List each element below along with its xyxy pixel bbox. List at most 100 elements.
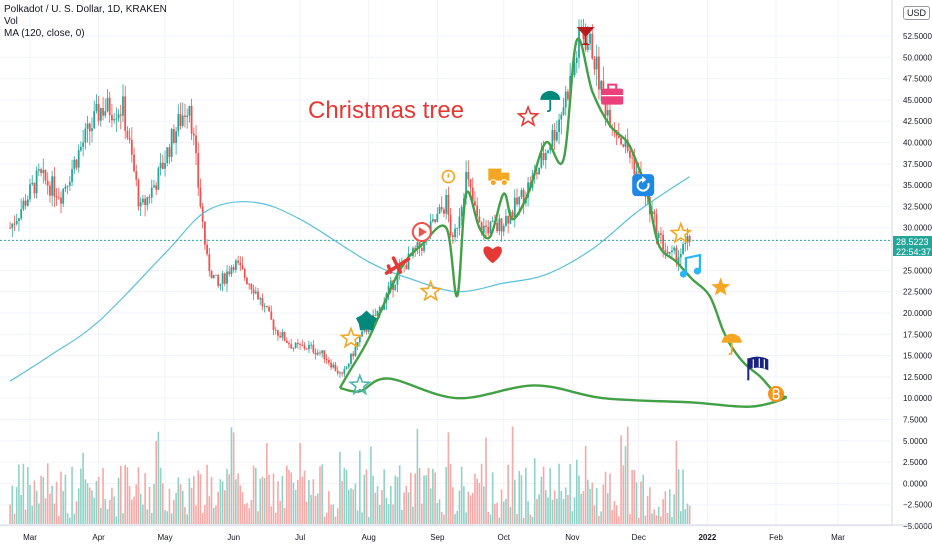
volume-bar — [82, 452, 84, 524]
candle-body — [146, 197, 149, 206]
volume-bar — [64, 474, 67, 524]
candle-body — [624, 139, 627, 147]
volume-bar — [135, 484, 138, 524]
candle-body — [148, 197, 151, 198]
volume-bar — [224, 490, 226, 524]
candle-body — [339, 372, 341, 374]
candle-body — [102, 108, 104, 116]
volume-bar — [438, 499, 441, 524]
candle-body — [511, 211, 514, 218]
volume-bar — [465, 512, 467, 524]
volume-bar — [69, 517, 71, 524]
candle-body — [635, 171, 638, 175]
volume-bar — [425, 475, 428, 524]
volume-bar — [496, 502, 498, 524]
price-tick-label: 35.0000 — [903, 181, 932, 190]
volume-bar — [396, 476, 399, 524]
volume-bar — [675, 440, 678, 524]
volume-bar — [328, 491, 330, 524]
candle-body — [119, 114, 122, 116]
volume-bar — [516, 513, 518, 524]
candle-body — [161, 162, 164, 169]
price-tick-label: −5.0000 — [903, 522, 932, 531]
volume-bar — [445, 466, 447, 524]
volume-bar — [257, 511, 259, 524]
candle-body — [513, 197, 516, 218]
volume-bar — [434, 472, 436, 524]
volume-bar — [201, 512, 204, 524]
candle-body — [319, 352, 321, 354]
moving-average-line — [9, 176, 691, 382]
candle-body — [22, 200, 25, 210]
candle-body — [29, 184, 31, 200]
volume-bar — [514, 479, 516, 524]
volume-bar — [336, 508, 339, 524]
candle-body — [673, 247, 676, 251]
volume-bar — [206, 464, 208, 524]
price-tick-label: 25.0000 — [903, 266, 932, 275]
candle-body — [476, 205, 479, 217]
volume-bar — [666, 513, 669, 524]
volume-bar — [325, 512, 328, 524]
volume-bar — [100, 507, 102, 524]
candle-body — [595, 56, 598, 70]
volume-bar — [440, 512, 443, 524]
volume-bar — [626, 426, 629, 524]
volume-bar — [88, 487, 91, 524]
volume-bar — [359, 450, 361, 524]
volume-bar — [394, 475, 397, 524]
volume-bar — [263, 478, 266, 524]
time-tick-label: Apr — [92, 533, 105, 542]
candle-body — [283, 332, 286, 341]
volume-bar — [640, 481, 642, 524]
volume-bar — [343, 467, 346, 524]
volume-bar — [66, 513, 69, 524]
volume-bar — [418, 467, 421, 524]
volume-bar — [254, 467, 257, 524]
candle-body — [374, 315, 377, 317]
volume-bar — [436, 503, 439, 524]
candle-body — [49, 185, 51, 196]
volume-bar — [246, 502, 248, 524]
candle-body — [179, 114, 182, 126]
candle-body — [88, 123, 91, 132]
currency-badge[interactable]: USD — [903, 6, 931, 20]
candle-body — [500, 218, 503, 232]
candle-body — [217, 275, 220, 286]
candle-body — [42, 169, 45, 173]
volume-bar — [102, 468, 104, 524]
candle-body — [259, 298, 262, 300]
price-tick-label: 12.5000 — [903, 373, 932, 382]
candle-body — [637, 171, 640, 173]
candle-body — [77, 150, 80, 168]
symbol-line[interactable]: Polkadot / U. S. Dollar, 1D, KRAKEN — [4, 4, 167, 15]
volume-bar — [226, 468, 228, 524]
volume-bar — [215, 505, 217, 524]
volume-indicator-label[interactable]: Vol — [4, 16, 18, 27]
volume-bar — [637, 517, 640, 524]
play-icon — [411, 222, 432, 242]
volume-bar — [491, 472, 494, 524]
volume-bar — [290, 472, 293, 524]
candle-body — [195, 135, 197, 154]
star-outline-icon — [516, 104, 540, 127]
volume-bar — [84, 479, 87, 524]
ma-indicator-label[interactable]: MA (120, close, 0) — [4, 28, 85, 39]
price-axis[interactable]: 52.5000 50.0000 47.5000 45.0000 42.5000 40.00… — [903, 32, 932, 531]
volume-bar — [660, 516, 662, 524]
candle-body — [562, 107, 565, 115]
candle-body — [431, 219, 434, 222]
candle-body — [93, 111, 96, 129]
volume-bar — [591, 482, 594, 524]
volume-bar — [533, 458, 536, 524]
volume-bar — [297, 479, 299, 524]
candle-body — [507, 215, 510, 224]
time-axis[interactable]: Mar Apr May Jun Jul Aug Sep Oct Nov Dec 2022 Feb Mar — [0, 524, 932, 542]
candle-body — [631, 157, 634, 159]
volume-bar — [558, 463, 560, 524]
candle-body — [11, 223, 14, 228]
candle-body — [458, 216, 461, 229]
volume-bar — [199, 474, 202, 524]
time-tick-label: Dec — [632, 533, 646, 542]
